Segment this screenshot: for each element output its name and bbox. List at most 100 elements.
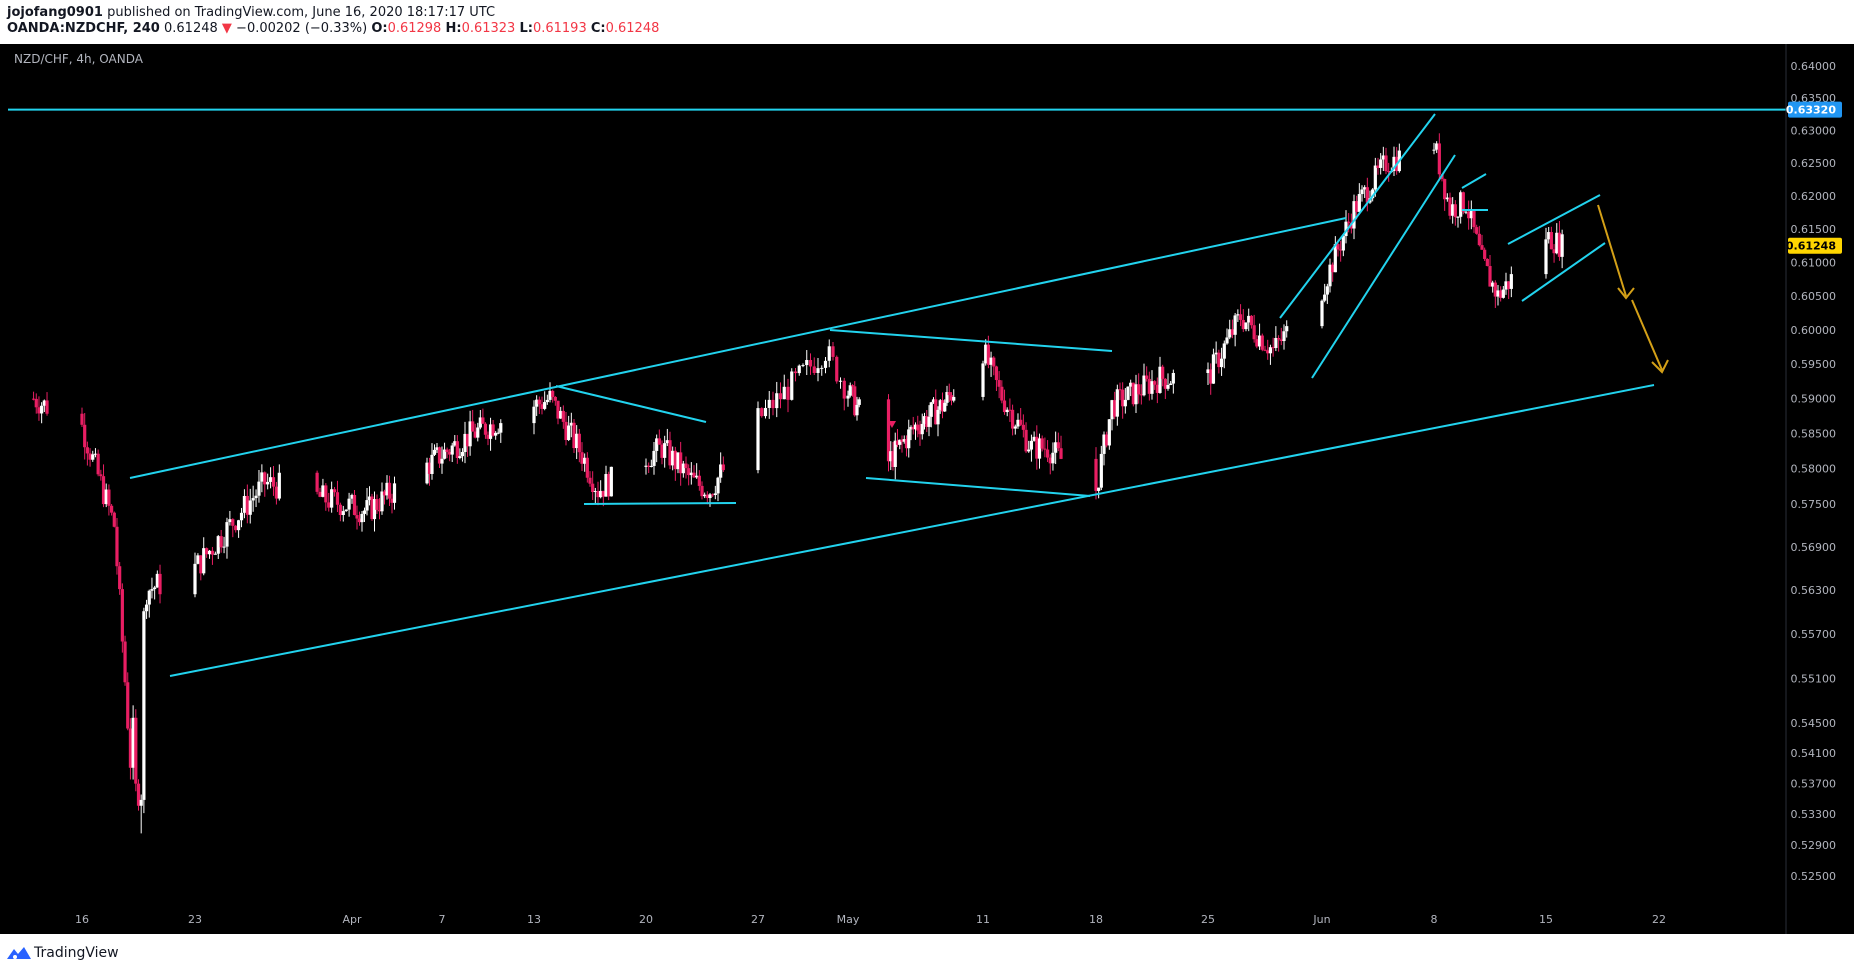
candle [213,551,217,555]
candle-body [567,425,571,440]
candle-body [1255,339,1259,347]
price-axis[interactable]: 0.640000.635000.630000.625000.620000.615… [1785,44,1842,934]
candle-body [1241,319,1245,330]
candle [83,413,87,460]
last-price: 0.61248 [164,21,218,36]
candle [1373,157,1377,197]
candle-body [1024,429,1028,452]
candle [684,456,688,479]
candle [268,467,273,489]
time-tick-label: 11 [976,913,990,926]
tradingview-logo-icon[interactable] [6,945,32,961]
candle-body [1560,234,1564,257]
projection-arrowhead-1 [1617,287,1635,300]
candle-body [380,491,384,512]
candle-body [1002,400,1007,413]
candle-body [1008,409,1012,411]
candle-body [1360,189,1364,195]
candle [131,705,135,780]
candle [365,487,369,516]
candle-body [478,417,482,428]
candle [234,524,238,533]
price-tick-label: 0.58500 [1791,427,1837,440]
candle-body [1331,264,1335,273]
published-text: published on TradingView.com, June 16, 2… [107,5,496,20]
candle [981,360,985,401]
candle [585,452,589,483]
candle-body [144,604,149,612]
candle-body [1355,201,1359,212]
candle-body [1392,156,1396,171]
candle-body [318,491,322,497]
candle-body [1493,282,1497,297]
candle [1032,431,1036,442]
candle-body [756,408,760,471]
time-tick-label: 16 [75,913,89,926]
candle-body [448,452,452,455]
candle [1469,200,1473,230]
candle-body [952,396,956,401]
candle-body [1107,419,1111,446]
candle [104,483,108,508]
candle-body [721,464,725,471]
candle [251,485,255,512]
candle [1274,326,1278,352]
candle [548,382,552,403]
author-name[interactable]: jojofang0901 [7,5,103,20]
candle [721,456,725,472]
candle [1113,391,1117,420]
candle [583,453,587,472]
candle [681,460,685,478]
candle-body [357,518,362,523]
candle-body [652,450,656,466]
candle [556,400,560,425]
candle-body [986,344,990,365]
rising-channel-upper-line [1279,113,1436,319]
candle [1331,262,1335,282]
candle [763,399,768,419]
candle [989,351,993,377]
candle-body [491,424,495,436]
candle [338,502,342,522]
candle-body [1467,211,1471,219]
candle-body [1206,369,1210,373]
candle [448,448,452,462]
candle-body [199,555,203,574]
candle-body [716,477,720,494]
candle [1459,190,1463,224]
candle [458,448,462,460]
candle [1134,374,1138,413]
candle [274,481,279,505]
candle [1024,422,1028,454]
candle [949,392,954,406]
time-tick-label: 20 [639,913,653,926]
candle [997,371,1001,399]
candle [1155,377,1159,404]
candle-body [1145,375,1149,379]
candle-body [599,490,603,498]
candle-body [1048,457,1052,464]
candle-body [572,422,576,449]
current-price-tag-bg [1788,237,1842,254]
candle-body [392,483,397,503]
tradingview-brand[interactable]: TradingView [34,945,119,961]
candle-body [1040,438,1044,449]
candle-body [460,452,465,457]
candle-body [1260,335,1264,350]
candle [1247,308,1251,332]
candle [1040,435,1044,452]
price-tick-label: 0.58000 [1791,463,1837,476]
price-chart[interactable]: 0.640000.635000.630000.625000.620000.615… [0,44,1854,934]
candle [134,709,138,792]
price-tick-label: 0.54500 [1791,717,1837,730]
candle [153,585,157,600]
candle [700,481,704,500]
candle [940,392,945,419]
candle [927,405,931,437]
candle [1249,315,1254,329]
candle-body [1115,389,1119,417]
candle-body [564,421,568,440]
time-axis[interactable]: 16 23 Apr 7 13 20 27 May 11 18 25 Jun 8 15 22 [75,913,1666,926]
candle-body [210,550,215,555]
candle-body [321,485,325,497]
